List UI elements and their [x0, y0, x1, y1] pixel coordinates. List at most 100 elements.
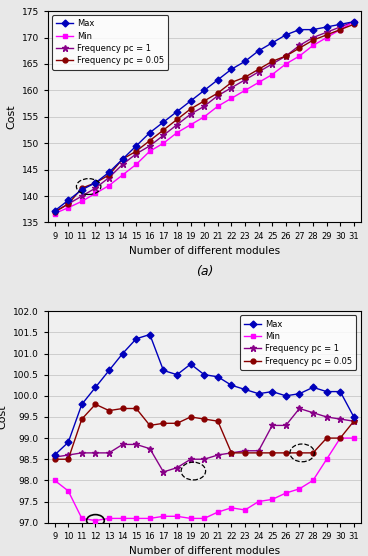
- Min: [352, 18, 356, 25]
- Frequency pc = 0.05: [202, 98, 206, 105]
- Frequency pc = 1: [297, 405, 302, 412]
- Frequency pc = 0.05: [93, 180, 98, 186]
- Max: [79, 186, 84, 193]
- Min: [175, 513, 179, 520]
- Frequency pc = 1: [270, 422, 275, 429]
- Frequency pc = 0.05: [325, 435, 329, 441]
- Min: [216, 103, 220, 110]
- Frequency pc = 1: [216, 451, 220, 458]
- Frequency pc = 0.05: [148, 137, 152, 144]
- Line: Min: Min: [52, 436, 356, 523]
- Frequency pc = 0.05: [148, 422, 152, 429]
- Frequency pc = 1: [79, 193, 84, 200]
- Line: Max: Max: [52, 332, 356, 458]
- Y-axis label: Cost: Cost: [6, 105, 16, 129]
- Frequency pc = 1: [120, 161, 125, 168]
- Min: [325, 34, 329, 41]
- Frequency pc = 1: [216, 92, 220, 99]
- Frequency pc = 0.05: [270, 58, 275, 64]
- Max: [325, 24, 329, 31]
- Max: [107, 169, 111, 176]
- Min: [256, 498, 261, 505]
- Max: [188, 361, 193, 368]
- Frequency pc = 0.05: [188, 106, 193, 112]
- Line: Frequency pc = 1: Frequency pc = 1: [51, 405, 357, 475]
- Line: Frequency pc = 1: Frequency pc = 1: [51, 18, 357, 215]
- Frequency pc = 1: [311, 34, 315, 41]
- Frequency pc = 0.05: [134, 148, 138, 155]
- Max: [134, 335, 138, 342]
- Frequency pc = 1: [256, 448, 261, 454]
- Max: [148, 331, 152, 338]
- Max: [338, 388, 343, 395]
- Frequency pc = 0.05: [311, 37, 315, 43]
- Frequency pc = 0.05: [120, 405, 125, 412]
- Min: [270, 71, 275, 78]
- Max: [79, 401, 84, 408]
- Frequency pc = 1: [284, 53, 288, 59]
- Max: [284, 393, 288, 399]
- Max: [134, 142, 138, 149]
- Min: [284, 490, 288, 497]
- Frequency pc = 0.05: [175, 420, 179, 426]
- Frequency pc = 1: [243, 77, 247, 83]
- Min: [134, 515, 138, 522]
- Min: [284, 61, 288, 67]
- Frequency pc = 1: [202, 103, 206, 110]
- Frequency pc = 1: [148, 142, 152, 149]
- Frequency pc = 1: [325, 29, 329, 36]
- Min: [297, 53, 302, 59]
- Frequency pc = 0.05: [79, 185, 84, 191]
- Min: [202, 515, 206, 522]
- Min: [229, 504, 234, 511]
- Frequency pc = 0.05: [352, 418, 356, 425]
- Min: [120, 515, 125, 522]
- Frequency pc = 1: [229, 85, 234, 91]
- Max: [311, 384, 315, 391]
- Frequency pc = 0.05: [229, 450, 234, 456]
- Frequency pc = 0.05: [52, 208, 57, 215]
- Frequency pc = 0.05: [66, 201, 70, 207]
- Legend: Max, Min, Frequency pc = 1, Frequency pc = 0.05: Max, Min, Frequency pc = 1, Frequency pc…: [240, 315, 357, 370]
- Max: [175, 371, 179, 378]
- Max: [120, 350, 125, 357]
- Frequency pc = 0.05: [338, 435, 343, 441]
- Frequency pc = 1: [66, 451, 70, 458]
- Frequency pc = 0.05: [216, 418, 220, 425]
- Min: [202, 113, 206, 120]
- Frequency pc = 0.05: [134, 405, 138, 412]
- Frequency pc = 1: [175, 464, 179, 471]
- Line: Max: Max: [52, 19, 356, 214]
- Frequency pc = 0.05: [202, 416, 206, 423]
- Frequency pc = 1: [270, 61, 275, 67]
- Min: [148, 148, 152, 155]
- Max: [284, 32, 288, 38]
- Max: [325, 388, 329, 395]
- Min: [270, 496, 275, 503]
- Max: [216, 374, 220, 380]
- Line: Min: Min: [52, 19, 356, 216]
- Min: [93, 190, 98, 197]
- Max: [270, 39, 275, 46]
- Max: [297, 390, 302, 397]
- Min: [256, 79, 261, 86]
- Max: [270, 388, 275, 395]
- Min: [52, 477, 57, 484]
- Frequency pc = 0.05: [311, 450, 315, 456]
- Min: [229, 95, 234, 102]
- Frequency pc = 1: [93, 450, 98, 456]
- Line: Frequency pc = 0.05: Frequency pc = 0.05: [52, 22, 356, 215]
- Frequency pc = 1: [161, 469, 166, 475]
- Min: [352, 435, 356, 441]
- Frequency pc = 1: [107, 450, 111, 456]
- Frequency pc = 0.05: [352, 21, 356, 28]
- Frequency pc = 1: [148, 445, 152, 452]
- Max: [352, 18, 356, 25]
- Frequency pc = 0.05: [297, 45, 302, 52]
- Max: [93, 180, 98, 186]
- Frequency pc = 0.05: [270, 450, 275, 456]
- Max: [243, 58, 247, 64]
- Max: [216, 77, 220, 83]
- Max: [338, 21, 343, 28]
- Frequency pc = 1: [188, 111, 193, 117]
